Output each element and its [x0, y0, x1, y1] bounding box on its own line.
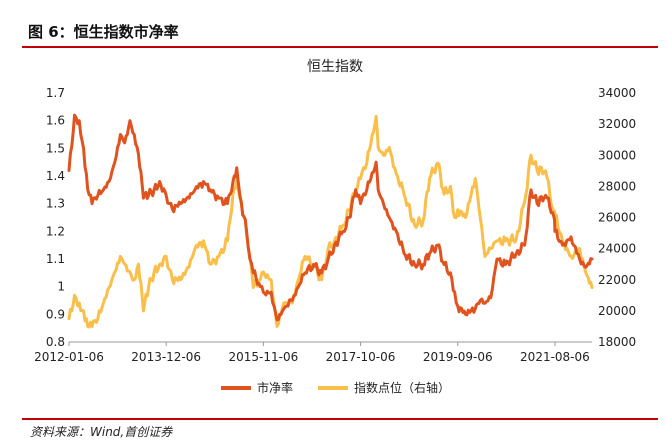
- left-axis-ticks: 0.8 0.9 1 1.1 1.2 1.3 1.4 1.5 1.6 1.7: [46, 86, 65, 349]
- x-tick-label: 2015-11-06: [228, 350, 298, 364]
- left-tick-label: 0.8: [46, 335, 65, 349]
- right-tick-label: 22000: [598, 273, 636, 287]
- right-tick-label: 28000: [598, 179, 636, 193]
- series-layer: [67, 113, 594, 329]
- left-tick-label: 1.4: [46, 169, 65, 183]
- figure-header: 图 6：恒生指数市净率: [22, 20, 658, 48]
- right-tick-label: 20000: [598, 304, 636, 318]
- x-tick-label: 2017-10-06: [326, 350, 396, 364]
- chart-title: 恒生指数: [307, 59, 363, 75]
- left-tick-label: 1.1: [46, 252, 65, 266]
- source-footer: 资料来源：Wind,首创证券: [22, 418, 658, 440]
- left-tick-label: 0.9: [46, 307, 65, 321]
- x-tick-label: 2021-08-06: [520, 350, 590, 364]
- left-tick-label: 1.5: [46, 141, 65, 155]
- legend: 市净率 指数点位（右轴）: [221, 380, 450, 395]
- legend-label-index: 指数点位（右轴）: [354, 380, 450, 395]
- series-line-pb: [67, 113, 594, 322]
- right-tick-label: 26000: [598, 211, 636, 225]
- right-tick-label: 32000: [598, 117, 636, 131]
- right-tick-label: 18000: [598, 335, 636, 349]
- x-tick-label: 2013-12-06: [131, 350, 201, 364]
- right-tick-label: 34000: [598, 86, 636, 100]
- right-tick-label: 24000: [598, 242, 636, 256]
- x-axis-ticks: 2012-01-06 2013-12-06 2015-11-06 2017-10-06…: [34, 342, 590, 364]
- x-tick-label: 2012-01-06: [34, 350, 104, 364]
- right-axis-ticks: 18000 20000 22000 24000 26000 28000 30000 32000…: [598, 86, 636, 349]
- left-tick-label: 1.2: [46, 224, 65, 238]
- source-text: 资料来源：Wind,首创证券: [30, 425, 173, 439]
- right-tick-label: 30000: [598, 148, 636, 162]
- series-line-index: [67, 114, 594, 329]
- left-tick-label: 1: [57, 280, 65, 294]
- left-tick-label: 1.3: [46, 197, 65, 211]
- figure-title: 图 6：恒生指数市净率: [28, 23, 179, 41]
- x-tick-label: 2019-09-06: [423, 350, 493, 364]
- legend-label-pb: 市净率: [257, 380, 293, 395]
- left-tick-label: 1.7: [46, 86, 65, 100]
- left-tick-label: 1.6: [46, 114, 65, 128]
